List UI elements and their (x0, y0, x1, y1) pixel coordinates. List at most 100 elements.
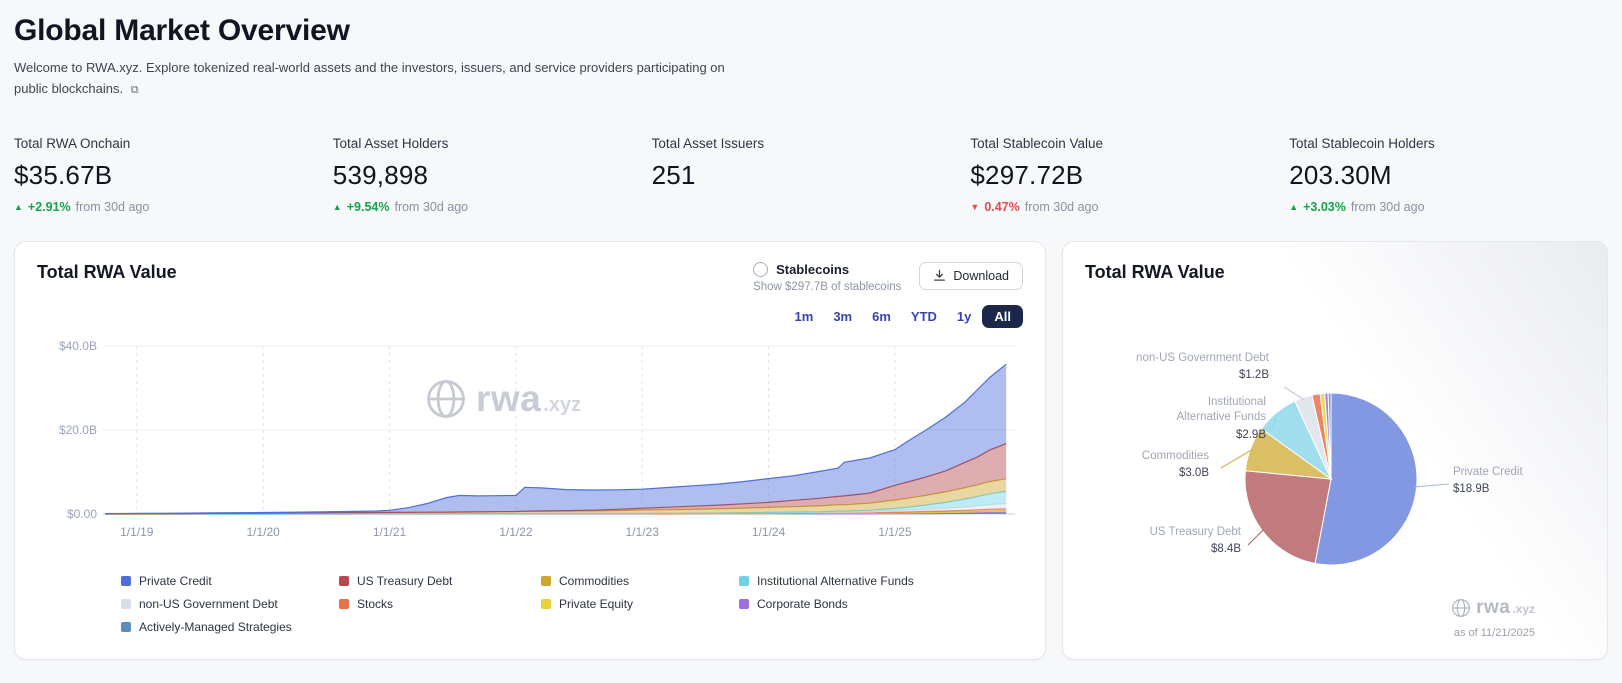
pie-chart: non-US Government Debt $1.2B Institution… (1085, 287, 1585, 647)
stat-delta-percent: +3.03% (1303, 200, 1346, 215)
stat-delta (652, 200, 971, 215)
pie-label-commodities: Commodities $3.0B (1141, 449, 1209, 480)
stat-label: Total Asset Holders (332, 135, 449, 151)
stat-total-stablecoin-holders: Total Stablecoin Holders 203.30M ▲ +3.03% fr… (1289, 136, 1608, 215)
stablecoins-label[interactable]: Stablecoins (776, 261, 850, 277)
arrow-down-icon: ▼ (970, 201, 980, 212)
stat-delta-percent: 0.47% (984, 200, 1020, 215)
stat-value: 539,898 (332, 159, 429, 190)
range-button-ytd[interactable]: YTD (902, 305, 946, 328)
chart-legend: Private Credit non-US Government Debt Acti… (121, 574, 1023, 634)
pie-chart-svg[interactable] (1085, 287, 1585, 647)
pie-card-title: Total RWA Value (1085, 261, 1225, 282)
svg-text:$20.0B: $20.0B (59, 423, 97, 437)
blockchain-icon: ⧉ (130, 84, 139, 97)
pie-label-private-credit: Private Credit $18.9B (1453, 465, 1523, 496)
as-of-date: as of 11/21/2025 (1453, 626, 1535, 639)
watermark-tld: .xyz (1512, 601, 1535, 616)
legend-item-stocks[interactable]: Stocks (339, 597, 541, 611)
svg-text:1/1/21: 1/1/21 (373, 525, 407, 539)
legend-swatch (739, 598, 749, 609)
stat-total-asset-issuers: Total Asset Issuers 251 (652, 136, 971, 215)
legend-swatch (541, 598, 551, 609)
chart-card-title: Total RWA Value (37, 261, 177, 282)
total-rwa-value-pie-card: Total RWA Value non-US Government Debt $… (1062, 240, 1608, 660)
stat-delta: ▼ 0.47% from 30d ago (970, 200, 1289, 215)
global-market-overview-page: Global Market Overview Welcome to RWA.xy… (14, 14, 1608, 660)
legend-item-corporate-bonds[interactable]: Corporate Bonds (739, 597, 914, 611)
legend-item-actively-managed-strategies[interactable]: Actively-Managed Strategies (121, 620, 339, 634)
range-button-all[interactable]: All (982, 304, 1023, 328)
svg-text:1/1/25: 1/1/25 (878, 525, 912, 539)
range-buttons: 1m 3m 6m YTD 1y All (37, 304, 1023, 328)
cards-row: Total RWA Value Stablecoins Show $297.7B… (14, 240, 1608, 660)
range-button-1m[interactable]: 1m (786, 305, 823, 328)
subtitle-line-1: Welcome to RWA.xyz. Explore tokenized re… (14, 60, 725, 75)
legend-swatch (339, 598, 349, 609)
stat-label: Total RWA Onchain (14, 135, 131, 151)
stat-total-rwa-onchain: Total RWA Onchain $35.67B ▲ +2.91% from 30d … (14, 136, 333, 215)
legend-swatch (739, 575, 749, 586)
stat-delta: ▲ +3.03% from 30d ago (1289, 200, 1608, 215)
chart-controls: Stablecoins Show $297.7B of stablecoins … (753, 261, 1023, 293)
total-rwa-value-chart-card: Total RWA Value Stablecoins Show $297.7B… (14, 240, 1046, 660)
chart-card-header: Total RWA Value Stablecoins Show $297.7B… (37, 261, 1023, 293)
legend-swatch (541, 575, 551, 586)
download-button[interactable]: Download (919, 261, 1023, 290)
subtitle-line-2: public blockchains. (14, 81, 124, 97)
stat-total-asset-holders: Total Asset Holders 539,898 ▲ +9.54% from 30… (333, 136, 652, 215)
stat-label: Total Stablecoin Holders (1289, 135, 1435, 151)
svg-text:$0.00: $0.00 (67, 507, 97, 521)
legend-item-non-us-government-debt[interactable]: non-US Government Debt (121, 597, 339, 611)
legend-swatch (121, 598, 131, 609)
svg-text:1/1/22: 1/1/22 (499, 525, 533, 539)
legend-item-us-treasury-debt[interactable]: US Treasury Debt (339, 574, 541, 588)
stat-value: $35.67B (14, 159, 113, 190)
legend-item-commodities[interactable]: Commodities (541, 574, 739, 588)
watermark-brand: rwa (1476, 596, 1511, 618)
svg-text:1/1/19: 1/1/19 (120, 525, 154, 539)
legend-item-private-credit[interactable]: Private Credit (121, 574, 339, 588)
stablecoins-toggle-block: Stablecoins Show $297.7B of stablecoins (753, 261, 902, 293)
legend-swatch (121, 621, 131, 632)
stat-delta-percent: +9.54% (346, 200, 390, 215)
pie-label-us-treasury-debt: US Treasury Debt $8.4B (1149, 525, 1241, 556)
arrow-up-icon: ▲ (14, 201, 23, 212)
stat-label: Total Stablecoin Value (970, 135, 1103, 151)
svg-text:$40.0B: $40.0B (59, 339, 97, 353)
page-subtitle: Welcome to RWA.xyz. Explore tokenized re… (14, 57, 804, 100)
download-label: Download (953, 268, 1009, 283)
range-button-3m[interactable]: 3m (824, 305, 861, 328)
legend-swatch (339, 575, 349, 586)
stablecoins-checkbox[interactable] (753, 261, 769, 277)
globe-icon (1452, 598, 1471, 617)
area-chart-svg[interactable]: 1/1/19 1/1/20 1/1/21 1/1/22 1/1/23 1/1/24 1/1/… (37, 334, 1023, 560)
stat-label: Total Asset Issuers (651, 135, 765, 151)
legend-item-private-equity[interactable]: Private Equity (541, 597, 739, 611)
svg-text:1/1/23: 1/1/23 (626, 525, 660, 539)
stat-value: $297.72B (970, 159, 1084, 190)
stat-value: 203.30M (1289, 159, 1392, 190)
pie-label-institutional-alternative-funds: Institutional Alternative Funds $2.9B (1176, 395, 1267, 441)
range-button-6m[interactable]: 6m (863, 305, 900, 328)
svg-text:1/1/20: 1/1/20 (246, 525, 280, 539)
stat-delta-percent: +2.91% (27, 200, 71, 215)
stablecoins-subtext: Show $297.7B of stablecoins (753, 280, 902, 293)
arrow-up-icon: ▲ (332, 201, 342, 212)
arrow-up-icon: ▲ (1289, 201, 1299, 212)
pie-label-non-us-government-debt: non-US Government Debt $1.2B (1136, 351, 1269, 382)
range-button-1y[interactable]: 1y (948, 305, 980, 328)
stat-delta: ▲ +9.54% from 30d ago (333, 200, 652, 215)
stat-delta-period: from 30d ago (394, 200, 469, 215)
stat-value: 251 (651, 159, 696, 190)
page-title: Global Market Overview (14, 14, 350, 47)
svg-text:1/1/24: 1/1/24 (752, 525, 786, 539)
stat-delta-period: from 30d ago (1350, 200, 1425, 215)
legend-item-institutional-alternative-funds[interactable]: Institutional Alternative Funds (739, 574, 914, 588)
area-chart: 1/1/19 1/1/20 1/1/21 1/1/22 1/1/23 1/1/24 1/1/… (37, 334, 1023, 560)
rwa-watermark: rwa .xyz (1451, 597, 1535, 619)
stat-delta: ▲ +2.91% from 30d ago (14, 200, 333, 215)
legend-swatch (121, 575, 131, 586)
stat-delta-period: from 30d ago (1024, 200, 1099, 215)
stats-row: Total RWA Onchain $35.67B ▲ +2.91% from 30d … (14, 136, 1608, 215)
